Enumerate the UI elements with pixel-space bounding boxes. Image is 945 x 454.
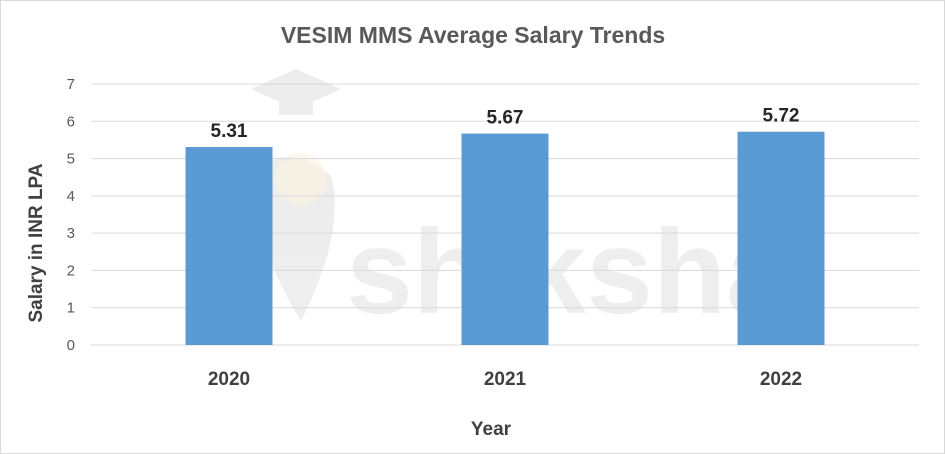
bar-2020 — [185, 147, 273, 345]
x-tick-label-2021: 2021 — [484, 369, 527, 390]
y-axis-title: Salary in INR LPA — [26, 163, 47, 322]
y-tick-label: 4 — [67, 188, 75, 205]
data-label-2020: 5.31 — [211, 121, 248, 142]
y-tick-label: 2 — [67, 262, 75, 279]
watermark-text: shiksha — [346, 205, 794, 339]
data-labels: 5.31 5.67 5.72 — [211, 106, 800, 142]
chart-title: VESIM MMS Average Salary Trends — [281, 22, 665, 48]
x-tick-label-2020: 2020 — [208, 369, 250, 390]
data-label-2021: 5.67 — [487, 108, 524, 129]
bar-2021 — [461, 133, 549, 345]
y-tick-label: 7 — [67, 76, 75, 93]
x-axis-title: Year — [471, 419, 512, 440]
watermark: shiksha — [251, 69, 794, 339]
y-tick-label: 3 — [67, 225, 75, 242]
bar-2022 — [737, 131, 825, 345]
y-tick-label: 0 — [67, 337, 75, 354]
data-label-2022: 5.72 — [763, 106, 800, 127]
y-tick-label: 5 — [67, 151, 75, 168]
y-tick-label: 1 — [67, 300, 75, 317]
x-axis-ticks: 2020 2021 2022 — [208, 369, 802, 390]
bars — [185, 131, 825, 345]
x-tick-label-2022: 2022 — [760, 369, 802, 390]
y-axis-ticks: 0 1 2 3 4 5 6 7 — [67, 76, 75, 354]
y-tick-label: 6 — [67, 113, 75, 130]
graduation-cap-icon — [251, 69, 341, 321]
